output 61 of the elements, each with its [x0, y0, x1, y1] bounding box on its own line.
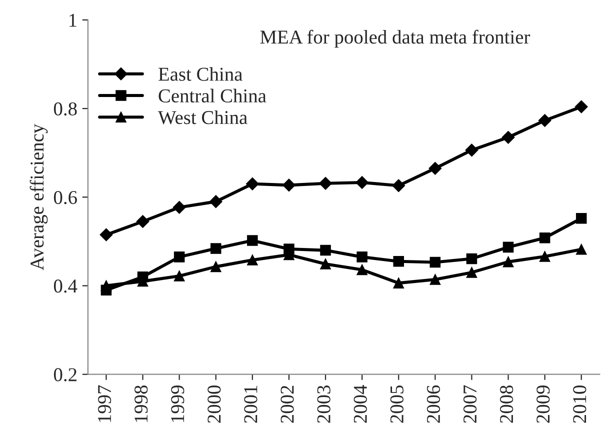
point: [319, 176, 332, 190]
point: [466, 267, 478, 278]
y-tick-label: 0.6: [54, 190, 77, 204]
point: [100, 280, 112, 292]
point: [356, 264, 368, 276]
point: [210, 243, 222, 254]
x-tick-label: 2004: [354, 385, 367, 423]
point: [393, 278, 404, 288]
y-tick-label: 0.8: [54, 102, 77, 116]
x-tick-label: 2010: [573, 385, 586, 423]
x-tick-label: 2003: [317, 386, 330, 423]
y-tick-label: 1: [70, 14, 76, 27]
point: [574, 100, 588, 114]
y-axis-title: Average efficiency: [30, 124, 48, 270]
point: [209, 195, 222, 208]
point: [430, 256, 441, 268]
x-tick-label: 1997: [98, 385, 112, 422]
y-tick-label: 0.4: [54, 280, 78, 293]
point: [282, 178, 296, 192]
x-tick-label: 2007: [463, 385, 477, 423]
x-tick-label: 2002: [280, 386, 294, 423]
legend-label: East China: [158, 67, 242, 81]
point: [247, 254, 258, 266]
chart-title: MEA for pooled data meta frontier: [260, 30, 530, 48]
point: [356, 176, 368, 189]
point: [502, 242, 514, 253]
y-tick-label: 0.2: [54, 368, 76, 382]
point: [466, 253, 478, 264]
point: [393, 256, 404, 267]
legend-label: West China: [158, 110, 248, 124]
point: [465, 144, 478, 157]
point: [576, 213, 587, 224]
point: [356, 252, 368, 262]
x-tick-label: 2009: [536, 386, 550, 423]
point: [174, 270, 185, 282]
point: [136, 215, 150, 228]
point: [576, 244, 587, 255]
point: [320, 258, 331, 270]
point: [539, 251, 550, 262]
x-tick-label: 2001: [244, 386, 258, 423]
x-tick-label: 2006: [426, 385, 440, 423]
point: [100, 228, 113, 242]
point: [538, 114, 552, 127]
point: [247, 235, 258, 246]
point: [502, 256, 514, 268]
point: [174, 252, 185, 262]
point: [320, 244, 331, 256]
legend-label: Central China: [158, 88, 266, 102]
x-tick-label: 2000: [208, 385, 221, 423]
x-tick-label: 2008: [500, 385, 514, 423]
x-tick-label: 1999: [171, 386, 184, 422]
point: [428, 162, 442, 175]
point: [172, 200, 186, 214]
point: [392, 179, 406, 192]
point: [246, 177, 259, 190]
x-tick-label: 1998: [134, 385, 148, 422]
point: [502, 130, 515, 144]
point: [539, 232, 550, 244]
point: [210, 261, 222, 272]
point: [430, 274, 441, 285]
x-tick-label: 2005: [390, 386, 404, 423]
